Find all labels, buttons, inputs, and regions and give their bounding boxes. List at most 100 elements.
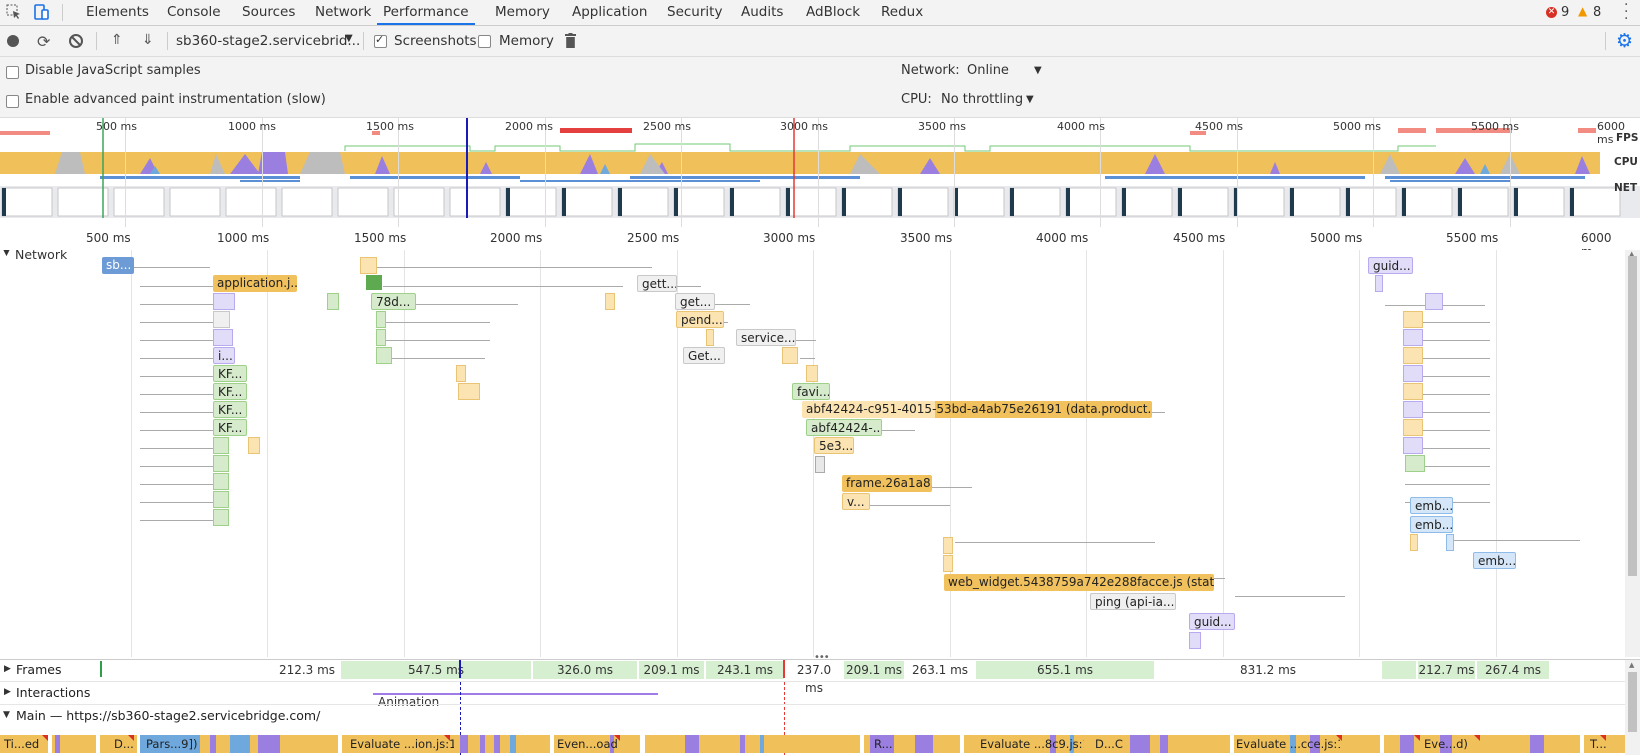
network-request[interactable]: gett... <box>637 275 677 292</box>
frame-duration[interactable]: 212.3 ms <box>278 663 336 677</box>
main-task[interactable]: D... <box>114 737 134 751</box>
chevron-down-icon[interactable]: ▼ <box>1034 65 1042 76</box>
main-task[interactable]: Eve...d) <box>1424 737 1468 751</box>
frame-duration[interactable]: 655.1 ms <box>976 661 1154 679</box>
scrollbar-thumb[interactable] <box>1628 672 1637 732</box>
frame-duration[interactable]: 209.1 ms <box>844 661 904 679</box>
main-task[interactable]: Evaluate ...ion.js:1) <box>350 737 454 751</box>
frames-track-title[interactable]: Frames <box>16 662 62 677</box>
tab-adblock[interactable]: AdBlock <box>806 4 861 20</box>
network-request[interactable]: emb... <box>1410 516 1453 533</box>
frame-duration[interactable]: 263.1 ms <box>911 663 969 677</box>
network-track-title[interactable]: Network <box>15 250 68 262</box>
frame-duration[interactable]: 547.5 ms <box>341 661 531 679</box>
main-task[interactable]: R... <box>874 737 893 751</box>
network-request[interactable]: KF... <box>213 401 247 418</box>
network-request[interactable]: Get... <box>683 347 725 364</box>
network-request[interactable]: emb... <box>1410 497 1453 514</box>
network-request[interactable]: ping (api-ia... <box>1090 593 1176 610</box>
network-request[interactable]: pend... <box>676 311 724 328</box>
tab-audits[interactable]: Audits <box>741 4 784 20</box>
reload-icon[interactable]: ⟳ <box>37 32 51 51</box>
inspect-element-icon[interactable] <box>6 4 22 20</box>
network-request[interactable]: web_widget.5438759a742e288facce.js (stat… <box>944 574 1214 591</box>
record-icon[interactable] <box>7 35 19 47</box>
frame-duration[interactable]: 267.4 ms <box>1477 661 1549 679</box>
memory-checkbox[interactable] <box>478 35 491 48</box>
network-request[interactable]: favi... <box>792 383 830 400</box>
scrollbar-thumb[interactable] <box>1628 256 1637 576</box>
profile-select[interactable]: sb360-stage2.servicebrid... <box>176 33 361 49</box>
network-scrollbar[interactable]: ▲ <box>1625 250 1640 657</box>
error-count[interactable]: 9 <box>1561 5 1570 20</box>
main-task[interactable]: Evaluate ...8c9.js:1) <box>980 737 1084 751</box>
trash-icon[interactable] <box>565 33 576 48</box>
expand-frames-icon[interactable]: ▶ <box>4 664 11 674</box>
warning-icon[interactable]: ▲ <box>1578 4 1588 18</box>
expand-main-icon[interactable]: ▼ <box>3 710 10 720</box>
warning-count[interactable]: 8 <box>1593 5 1602 20</box>
more-options-icon[interactable]: · · · <box>1624 0 1629 27</box>
network-request[interactable]: frame.26a1a8... <box>842 475 932 492</box>
advanced-paint-checkbox[interactable] <box>6 95 19 108</box>
device-toolbar-icon[interactable] <box>32 3 50 21</box>
tab-network[interactable]: Network <box>315 4 372 20</box>
main-task[interactable]: D...C <box>1095 737 1123 751</box>
timeline-overview[interactable]: 500 ms 1000 ms 1500 ms 2000 ms 2500 ms 3… <box>0 118 1640 227</box>
disable-js-samples-checkbox[interactable] <box>6 66 19 79</box>
tab-security[interactable]: Security <box>667 4 723 20</box>
network-request[interactable]: abf42424-c951-4015-53bd-a4ab75e26191 (da… <box>802 401 1152 418</box>
network-request[interactable]: v... <box>842 493 870 510</box>
main-task[interactable]: Ti...ed <box>4 737 40 751</box>
network-request[interactable]: KF... <box>213 419 247 436</box>
network-request[interactable]: guid... <box>1368 257 1413 274</box>
frame-duration[interactable]: 209.1 ms <box>639 661 704 679</box>
frame-duration[interactable]: 237.0 ms <box>796 663 832 695</box>
network-track[interactable]: ▼ Network <box>0 250 1625 657</box>
network-request[interactable]: application.j... <box>213 275 297 292</box>
chevron-down-icon[interactable]: ▼ <box>345 33 353 44</box>
network-request[interactable]: i... <box>213 347 235 364</box>
split-handle-icon[interactable]: ••• <box>814 652 830 663</box>
frame-duration[interactable]: 831.2 ms <box>1239 663 1297 677</box>
network-request[interactable]: abf42424-... <box>806 419 882 436</box>
interactions-track-title[interactable]: Interactions <box>16 685 91 700</box>
network-request[interactable]: sb... <box>102 257 134 274</box>
save-profile-icon[interactable]: ⇓ <box>142 32 154 48</box>
tab-sources[interactable]: Sources <box>242 4 296 20</box>
cpu-throttle-select[interactable]: No throttling <box>941 92 1024 107</box>
frame-duration[interactable]: 212.7 ms <box>1418 661 1475 679</box>
chevron-down-icon[interactable]: ▼ <box>1026 94 1034 105</box>
main-task[interactable]: Evaluate ...cce.js:1) <box>1236 737 1340 751</box>
expand-network-icon[interactable]: ▼ <box>3 250 10 258</box>
frame-duration[interactable]: 243.1 ms <box>706 661 784 679</box>
expand-interactions-icon[interactable]: ▶ <box>4 687 11 697</box>
network-throttle-select[interactable]: Online <box>967 63 1009 78</box>
tab-elements[interactable]: Elements <box>86 4 149 20</box>
capture-settings-gear-icon[interactable]: ⚙ <box>1616 30 1634 52</box>
tab-memory[interactable]: Memory <box>495 4 550 20</box>
tab-redux[interactable]: Redux <box>881 4 924 20</box>
network-request[interactable]: emb... <box>1473 552 1516 569</box>
screenshots-checkbox[interactable] <box>374 33 387 48</box>
frame-duration[interactable]: 326.0 ms <box>533 661 637 679</box>
tab-application[interactable]: Application <box>572 4 648 20</box>
error-icon[interactable]: ✕ <box>1546 7 1557 18</box>
network-request[interactable]: get... <box>675 293 715 310</box>
network-request[interactable]: 5e3... <box>814 437 854 454</box>
network-request[interactable]: service... <box>736 329 796 346</box>
clear-icon[interactable] <box>69 34 83 48</box>
tab-performance[interactable]: Performance <box>377 0 475 25</box>
network-request[interactable]: guid... <box>1189 613 1235 630</box>
network-request[interactable]: KF... <box>213 383 247 400</box>
network-request[interactable]: KF... <box>213 365 247 382</box>
tab-console[interactable]: Console <box>167 4 221 20</box>
main-task[interactable]: T... <box>1590 737 1607 751</box>
main-thread-title[interactable]: Main — https://sb360-stage2.servicebridg… <box>16 708 321 723</box>
network-request[interactable]: 78d... <box>371 293 416 310</box>
load-profile-icon[interactable]: ⇑ <box>111 32 123 48</box>
main-task[interactable]: Pars...9]) <box>146 737 198 751</box>
main-task[interactable]: Even...oad) <box>557 737 617 751</box>
animation-label[interactable]: Animation <box>378 695 440 709</box>
tracks-scrollbar[interactable]: ▲ <box>1625 660 1640 755</box>
